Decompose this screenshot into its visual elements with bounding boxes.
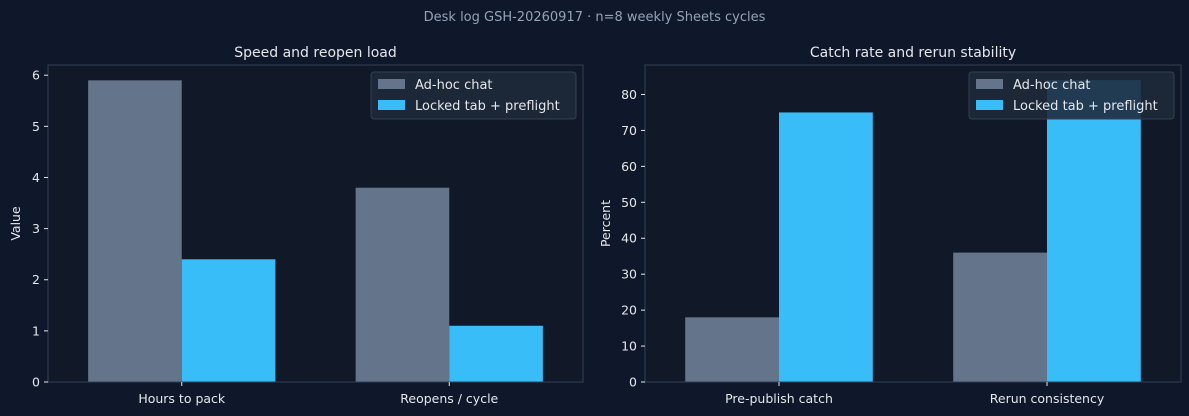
chart-1-ytick-label-2: 20	[621, 303, 637, 318]
chart-0-ytick-label-4: 4	[32, 170, 40, 185]
chart-1-ytick-label-4: 40	[621, 231, 637, 246]
chart-1-legend: Ad-hoc chat Locked tab + preflight	[968, 71, 1175, 120]
chart-1-ytick-label-7: 70	[621, 123, 637, 138]
chart-0-xtick-label-0: Hours to pack	[138, 391, 226, 406]
chart-0-ytick-label-3: 3	[32, 221, 40, 236]
chart-1-frame	[644, 64, 1182, 383]
chart-0-ytick-label-6: 6	[32, 68, 40, 83]
chart-0-title: Speed and reopen load	[234, 45, 397, 61]
chart-0-legend-label-1: Locked tab + preflight	[415, 99, 560, 114]
chart-1-legend-swatch-0	[976, 79, 1003, 89]
chart-1-xtick-label-0: Pre-publish catch	[725, 391, 833, 406]
chart-1-ytick-label-6: 60	[621, 159, 637, 174]
chart-0-ytick-label-5: 5	[32, 119, 40, 134]
chart-0-panel: 0 1 2 3 4 5 6 Hours to pack Reopens / cycle Speed…	[8, 45, 584, 406]
chart-0-frame	[47, 64, 584, 383]
chart-1-panel: 0 10 20 30 40 50 60 70 80 Pre-publish catch Rerun …	[598, 45, 1182, 406]
chart-1-legend-label-1: Locked tab + preflight	[1013, 99, 1158, 114]
chart-0-bar-0-0	[88, 80, 182, 382]
chart-1-bar-0-1	[953, 252, 1047, 382]
chart-1-ytick-label-1: 10	[621, 339, 637, 354]
chart-1-bar-1-0	[779, 112, 873, 383]
chart-1-bar-1-1	[1047, 80, 1141, 382]
chart-0-legend-swatch-1	[378, 100, 405, 110]
chart-1-ytick-label-8: 80	[621, 87, 637, 102]
chart-0-ytick-label-0: 0	[32, 375, 40, 390]
chart-0-legend-swatch-0	[378, 79, 405, 89]
chart-1-ytick-label-3: 30	[621, 267, 637, 282]
figure-suptitle: Desk log GSH-20260917 · n=8 weekly Sheet…	[424, 10, 766, 25]
chart-1-legend-label-0: Ad-hoc chat	[1013, 78, 1091, 93]
chart-1-xtick-label-1: Rerun consistency	[990, 391, 1105, 406]
chart-0-legend-box	[370, 71, 577, 120]
chart-1-ylabel: Percent	[598, 200, 613, 247]
chart-0-ylabel: Value	[8, 206, 23, 241]
chart-0-legend: Ad-hoc chat Locked tab + preflight	[370, 71, 577, 120]
chart-1-ytick-label-0: 0	[629, 375, 637, 390]
chart-0-legend-label-0: Ad-hoc chat	[415, 78, 493, 93]
chart-1-bar-0-0	[685, 317, 779, 382]
chart-0-bar-0-1	[355, 187, 450, 382]
chart-0-ytick-label-1: 1	[32, 323, 40, 338]
chart-1-title: Catch rate and rerun stability	[810, 45, 1016, 61]
chart-0-ytick-label-2: 2	[32, 272, 40, 287]
chart-0-bar-1-0	[181, 259, 276, 382]
chart-0-bar-1-1	[449, 325, 543, 382]
chart-1-legend-box	[968, 71, 1175, 120]
chart-1-ytick-label-5: 50	[621, 195, 637, 210]
chart-0-xtick-label-1: Reopens / cycle	[400, 391, 498, 406]
chart-1-legend-swatch-1	[976, 100, 1003, 110]
